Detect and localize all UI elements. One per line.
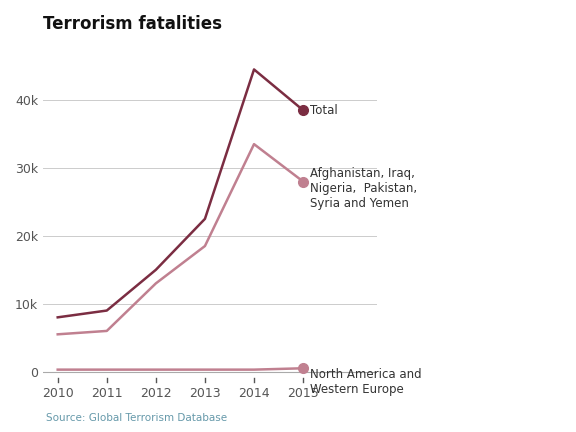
Text: North America and
Western Europe: North America and Western Europe [310,368,422,396]
Text: Total: Total [310,104,338,117]
Text: Source: Global Terrorism Database: Source: Global Terrorism Database [46,413,227,423]
Text: Afghanistan, Iraq,
Nigeria,  Pakistan,
Syria and Yemen: Afghanistan, Iraq, Nigeria, Pakistan, Sy… [310,167,418,210]
Text: Terrorism fatalities: Terrorism fatalities [43,15,222,33]
